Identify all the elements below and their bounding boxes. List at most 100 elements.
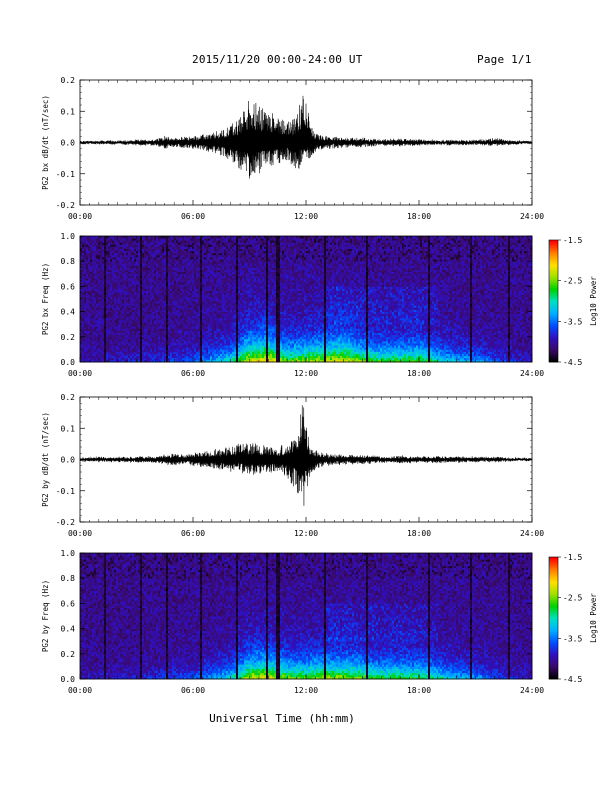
spectrogram-cell (240, 326, 243, 329)
spectrogram-cell (178, 294, 181, 298)
spectrogram-cell (198, 275, 201, 279)
spectrogram-cell (220, 303, 223, 306)
spectrogram-cell (114, 311, 117, 315)
spectrogram-cell (158, 294, 161, 298)
spectrogram-cell (104, 322, 107, 325)
spectrogram-cell (88, 332, 91, 336)
spectrogram-cell (236, 259, 239, 262)
spectrogram-cell (150, 338, 153, 342)
spectrogram-cell (224, 248, 227, 252)
spectrogram-cell (212, 267, 215, 270)
spectrogram-cell (186, 322, 189, 325)
spectrogram-cell (168, 334, 171, 338)
spectrogram-cell (118, 284, 121, 287)
spectrogram-cell (236, 240, 239, 243)
spectrogram-cell (190, 326, 193, 329)
spectrogram-cell (126, 322, 129, 325)
spectrogram-cell (166, 267, 169, 270)
spectrogram-cell (224, 305, 227, 308)
spectrogram-cell (214, 273, 217, 277)
spectrogram-cell (238, 267, 241, 270)
spectrogram-cell (164, 317, 167, 321)
spectrogram-cell (96, 248, 99, 252)
spectrogram-cell (94, 307, 97, 310)
spectrogram-cell (214, 349, 217, 352)
spectrogram-cell (140, 242, 143, 245)
spectrogram-cell (236, 236, 239, 239)
spectrogram-cell (196, 273, 199, 277)
spectrogram-cell (104, 341, 107, 344)
spectrogram-cell (222, 288, 225, 291)
spectrogram-cell (94, 267, 97, 270)
spectrogram-cell (176, 292, 179, 296)
spectrogram-cell (184, 240, 187, 243)
spectrogram-cell (146, 257, 149, 260)
spectrogram-cell (202, 269, 205, 273)
spectrogram-cell (230, 273, 233, 277)
spectrogram-cell (122, 326, 125, 329)
spectrogram-cell (200, 238, 203, 241)
spectrogram-cell (106, 334, 109, 338)
spectrogram-cell (172, 246, 175, 249)
spectrogram-cell (160, 236, 163, 239)
spectrogram-cell (118, 263, 121, 266)
spectrogram-cell (110, 307, 113, 310)
spectrogram-cell (102, 357, 105, 361)
spectrogram-cell (132, 303, 135, 306)
spectrogram-cell (150, 286, 153, 289)
spectrogram-cell (136, 252, 139, 256)
spectrogram-cell (222, 336, 225, 340)
spectrogram-cell (152, 301, 155, 304)
spectrogram-cell (232, 347, 235, 350)
spectrogram-cell (138, 299, 141, 302)
spectrogram-cell (124, 236, 127, 239)
spectrogram-cell (224, 313, 227, 317)
spectrogram-cell (160, 273, 163, 277)
spectrogram-cell (202, 355, 205, 359)
spectrogram-cell (206, 341, 209, 344)
spectrogram-cell (86, 267, 89, 270)
spectrogram-cell (158, 265, 161, 268)
spectrogram-cell (150, 315, 153, 319)
spectrogram-cell (118, 278, 121, 281)
spectrogram-cell (184, 336, 187, 340)
spectrogram-cell (236, 248, 239, 252)
spectrogram-cell (216, 326, 219, 329)
spectrogram-cell (138, 351, 141, 354)
spectrogram-cell (210, 242, 213, 245)
spectrogram-cell (110, 351, 113, 354)
spectrogram-cell (98, 273, 101, 277)
spectrogram-cell (144, 238, 147, 241)
spectrogram-cell (114, 315, 117, 319)
spectrogram-cell (148, 322, 151, 325)
spectrogram-cell (238, 296, 241, 300)
spectrogram-cell (226, 244, 229, 247)
spectrogram-cell (116, 336, 119, 340)
spectrogram-cell (126, 332, 129, 336)
spectrogram-cell (232, 301, 235, 304)
spectrogram-cell (210, 334, 213, 338)
spectrogram-cell (210, 263, 213, 266)
spectrogram-cell (112, 278, 115, 281)
spectrogram-cell (212, 278, 215, 281)
spectrogram-cell (120, 267, 123, 270)
spectrogram-cell (172, 326, 175, 329)
spectrogram-cell (128, 250, 131, 254)
spectrogram-cell (238, 240, 241, 243)
spectrogram-cell (238, 238, 241, 241)
spectrogram-cell (124, 259, 127, 262)
spectrogram-cell (178, 246, 181, 249)
spectrogram-cell (104, 259, 107, 262)
spectrogram-cell (170, 305, 173, 308)
spectrogram-cell (210, 252, 213, 256)
spectrogram-cell (104, 307, 107, 310)
spectrogram-cell (94, 336, 97, 340)
spectrogram-cell (176, 240, 179, 243)
spectrogram-cell (232, 257, 235, 260)
spectrogram-cell (90, 347, 93, 350)
spectrogram-cell (140, 299, 143, 302)
spectrogram-cell (220, 320, 223, 323)
spectrogram-cell (116, 257, 119, 260)
spectrogram-cell (130, 296, 133, 300)
spectrogram-cell (94, 286, 97, 289)
